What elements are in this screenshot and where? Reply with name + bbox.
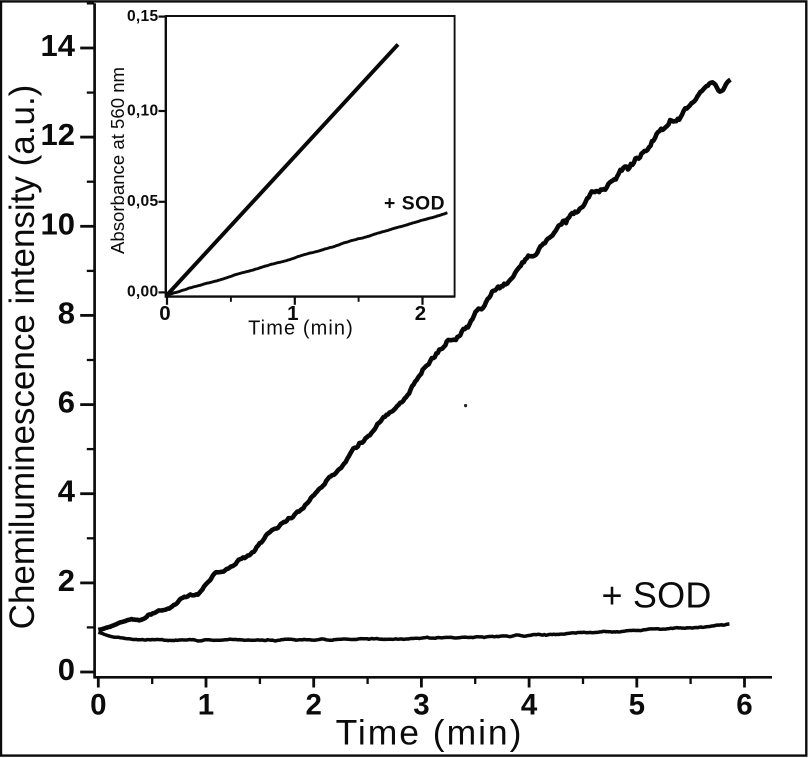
svg-text:1: 1 [287, 302, 298, 325]
svg-text:4: 4 [58, 474, 76, 509]
svg-text:0,10: 0,10 [127, 102, 159, 119]
svg-text:0,15: 0,15 [127, 8, 159, 25]
svg-text:Time (min): Time (min) [248, 317, 354, 339]
svg-text:5: 5 [629, 689, 645, 722]
svg-text:Absorbance at 560 nm: Absorbance at 560 nm [107, 67, 128, 254]
svg-text:+ SOD: + SOD [384, 193, 445, 214]
svg-text:2: 2 [305, 689, 321, 722]
svg-text:1: 1 [198, 689, 214, 722]
svg-text:10: 10 [41, 206, 75, 241]
svg-text:Time (min): Time (min) [336, 713, 524, 753]
svg-text:12: 12 [41, 117, 75, 152]
svg-text:0: 0 [58, 652, 75, 687]
svg-text:2: 2 [415, 302, 426, 325]
svg-text:2: 2 [58, 563, 75, 598]
svg-text:0,00: 0,00 [127, 284, 159, 301]
svg-text:6: 6 [58, 385, 75, 420]
svg-text:3: 3 [413, 689, 429, 722]
svg-text:6: 6 [736, 689, 752, 722]
svg-text:0: 0 [159, 302, 170, 325]
svg-text:Chemiluminescence intensity (a: Chemiluminescence intensity (a.u.) [3, 85, 42, 630]
svg-text:8: 8 [58, 295, 75, 330]
svg-text:4: 4 [521, 689, 538, 722]
svg-text:0: 0 [90, 689, 106, 722]
svg-text:0,05: 0,05 [127, 193, 159, 210]
svg-text:+ SOD: + SOD [602, 575, 712, 616]
svg-text:14: 14 [41, 28, 76, 63]
